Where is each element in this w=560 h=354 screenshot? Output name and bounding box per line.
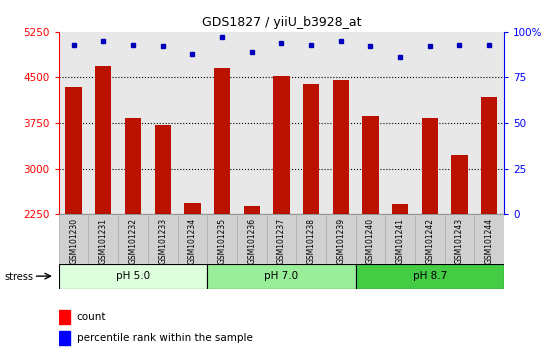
Text: GSM101232: GSM101232 [128,218,138,264]
Bar [296,214,326,264]
Bar [385,214,415,264]
Bar [148,214,178,264]
Bar [362,116,379,351]
Text: GSM101230: GSM101230 [69,218,78,264]
Text: GSM101241: GSM101241 [395,218,405,264]
Text: GSM101235: GSM101235 [217,218,227,264]
Bar [125,118,141,351]
Text: percentile rank within the sample: percentile rank within the sample [77,333,253,343]
Bar [178,214,207,264]
Bar [59,331,70,345]
Bar [326,214,356,264]
Bar [118,214,148,264]
Text: stress: stress [4,272,34,282]
Bar [356,264,504,289]
Bar [445,214,474,264]
Bar [59,214,88,264]
Bar [451,155,468,351]
Bar [155,125,171,351]
Text: GSM101239: GSM101239 [336,218,346,264]
Text: GSM101243: GSM101243 [455,218,464,264]
Bar [273,76,290,351]
Bar [422,118,438,351]
Bar [184,203,200,351]
Title: GDS1827 / yiiU_b3928_at: GDS1827 / yiiU_b3928_at [202,16,361,29]
Bar [415,214,445,264]
Text: GSM101236: GSM101236 [247,218,256,264]
Text: GSM101240: GSM101240 [366,218,375,264]
Text: pH 5.0: pH 5.0 [116,271,150,281]
Text: GSM101237: GSM101237 [277,218,286,264]
Text: pH 8.7: pH 8.7 [413,271,447,281]
Bar [356,214,385,264]
Bar [392,204,408,351]
Text: GSM101233: GSM101233 [158,218,167,264]
Text: pH 7.0: pH 7.0 [264,271,298,281]
Text: GSM101238: GSM101238 [306,218,316,264]
Text: GSM101234: GSM101234 [188,218,197,264]
Bar [95,67,111,351]
Bar [333,80,349,351]
Bar [66,86,82,351]
Bar [207,214,237,264]
Bar [267,214,296,264]
Text: GSM101242: GSM101242 [425,218,435,264]
Bar [59,264,207,289]
Bar [481,97,497,351]
Text: GSM101231: GSM101231 [99,218,108,264]
Bar [214,68,230,351]
Bar [474,214,504,264]
Bar [244,206,260,351]
Bar [88,214,118,264]
Bar [207,264,356,289]
Bar [303,84,319,351]
Bar [59,310,70,324]
Text: count: count [77,312,106,322]
Text: GSM101244: GSM101244 [484,218,494,264]
Bar [237,214,267,264]
